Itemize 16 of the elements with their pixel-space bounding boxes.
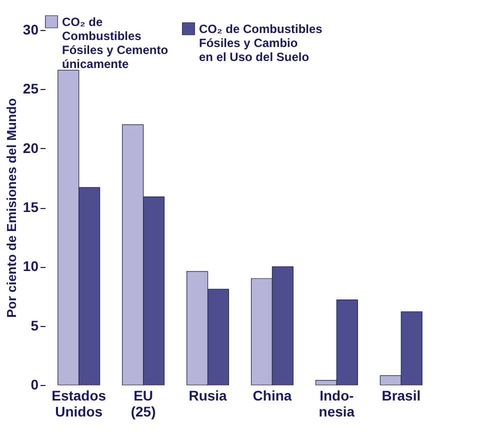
y-tick-label: 20 bbox=[22, 140, 39, 156]
legend-label: CO₂ de Combustibles Fósiles y Cemento únicamente bbox=[62, 14, 168, 71]
x-tick-label: Rusia bbox=[188, 388, 228, 404]
x-tick-label: Indo- nesia bbox=[318, 388, 355, 420]
y-tick-label: 15 bbox=[22, 199, 39, 215]
x-tick-label: Estados Unidos bbox=[52, 388, 106, 420]
y-tick-label: 25 bbox=[22, 80, 39, 97]
y-tick-label: 0 bbox=[30, 376, 39, 392]
legend-label: CO₂ de Combustibles Fósiles y Cambio en el Uso del Suelo bbox=[199, 22, 323, 64]
y-tick-label: 10 bbox=[22, 258, 39, 274]
y-tick-label: 5 bbox=[30, 317, 39, 334]
y-axis-title: Por ciento de Emisiones del Mundo bbox=[4, 98, 19, 318]
x-tick-label: China bbox=[252, 388, 292, 404]
x-tick-label: Brasil bbox=[382, 388, 421, 404]
x-tick-label: EU (25) bbox=[130, 388, 156, 420]
y-tick-label: 30 bbox=[22, 22, 39, 38]
